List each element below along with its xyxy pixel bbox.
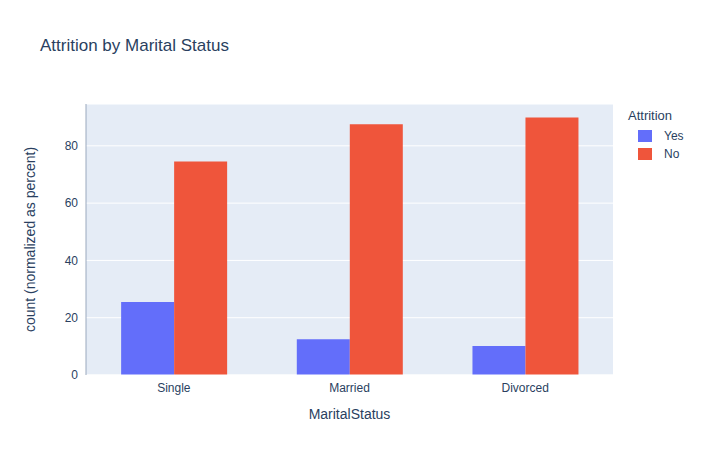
svg-text:Married: Married [329,381,370,395]
html-text:Attrition by Marital Status: Attrition by Marital Status [40,36,229,55]
html-text:Attrition: Attrition [628,108,673,123]
svg-text:80: 80 [65,139,79,153]
html-text:Yes: Yes [664,129,684,143]
svg-text:40: 40 [65,254,79,268]
svg-text:Single: Single [157,381,191,395]
svg-text:0: 0 [71,368,78,382]
svg-text:Divorced: Divorced [501,381,548,395]
html-text:No: No [664,147,680,161]
svg-text:60: 60 [65,196,79,210]
svg-text:20: 20 [65,311,79,325]
svg-text:MaritalStatus: MaritalStatus [309,406,391,422]
svg-text:count (normalized as percent): count (normalized as percent) [22,147,38,332]
